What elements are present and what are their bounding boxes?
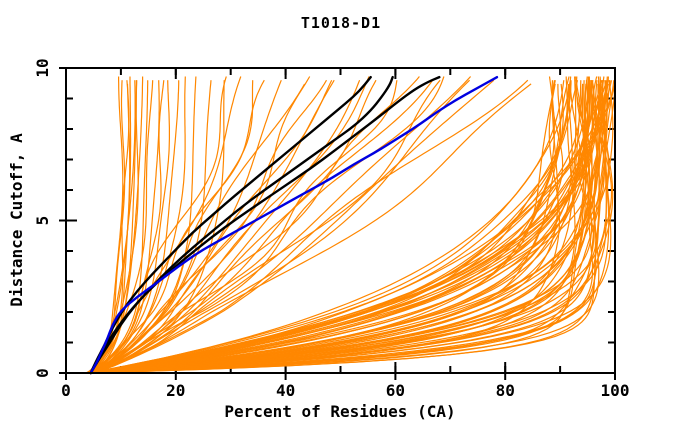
model-curve-orange [89, 79, 434, 374]
model-curves [85, 75, 616, 375]
model-curve-orange [93, 83, 562, 374]
y-tick-label: 5 [33, 216, 52, 226]
model-curve-orange [92, 76, 370, 374]
x-tick-label: 40 [276, 381, 295, 400]
x-tick-label: 100 [601, 381, 630, 400]
x-tick-label: 80 [496, 381, 515, 400]
y-axis-label: Distance Cutoff, A [7, 133, 26, 307]
model-curve-orange [89, 76, 568, 374]
chart-title: T1018-D1 [301, 14, 381, 32]
model-curve-orange [95, 80, 613, 374]
plot-area [65, 67, 616, 374]
model-curve-orange [92, 76, 242, 374]
model-curve-orange [86, 80, 604, 374]
model-curve-orange [95, 80, 556, 374]
model-curve-orange [89, 80, 130, 374]
x-axis-label: Percent of Residues (CA) [224, 402, 455, 421]
model-curve-orange [95, 79, 361, 374]
axis-tick-labels: 0 20 40 60 80 100 0 5 10 [33, 58, 629, 400]
x-tick-label: 20 [166, 381, 185, 400]
model-curve-blue [89, 75, 499, 375]
model-curve-orange [90, 80, 612, 374]
model-curve-orange [95, 80, 180, 374]
model-curve-orange [92, 83, 586, 374]
model-curve-orange [86, 80, 149, 374]
model-curve-orange [94, 79, 529, 374]
model-curve-orange [87, 76, 572, 374]
model-curve-orange [93, 80, 564, 374]
model-curve-orange [91, 80, 606, 374]
model-curve-orange [88, 80, 398, 374]
model-curve-black [89, 75, 372, 375]
model-curve-orange [89, 79, 265, 374]
model-curve-orange [89, 80, 579, 374]
model-curve-orange [93, 76, 311, 374]
model-curve-orange [92, 80, 610, 374]
model-curve-orange [94, 80, 254, 374]
x-tick-label: 0 [61, 381, 71, 400]
model-curve-orange [94, 80, 615, 374]
model-curve-orange [94, 80, 170, 374]
model-curve-orange [86, 76, 124, 374]
model-curve-orange [92, 76, 594, 374]
model-curve-orange [94, 79, 471, 374]
model-curve-orange [92, 80, 604, 374]
model-curve-orange [92, 83, 607, 374]
x-tick-label: 60 [386, 381, 405, 400]
model-curve-black [89, 75, 441, 375]
y-tick-label: 10 [33, 58, 52, 77]
model-curve-orange [85, 76, 587, 374]
model-curve-orange [86, 76, 227, 374]
model-curve-orange [92, 79, 495, 374]
model-curve-orange [88, 80, 139, 374]
model-curve-orange [87, 79, 328, 374]
model-curve-orange [88, 80, 565, 374]
model-curve-orange [94, 79, 441, 374]
model-curve-orange [88, 76, 445, 374]
model-curve-orange [86, 83, 561, 374]
model-curve-orange [92, 83, 306, 374]
model-curve-orange [87, 80, 572, 374]
model-curve-orange [86, 83, 532, 374]
y-tick-label: 0 [33, 368, 52, 378]
